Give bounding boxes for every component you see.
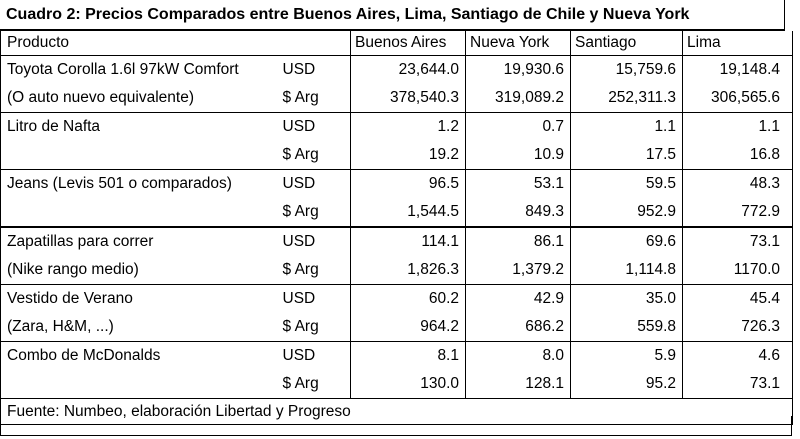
cell-nueva-york: 86.1 bbox=[465, 227, 571, 256]
cell-santiago: 1,114.8 bbox=[570, 256, 683, 285]
cell-nueva-york: 1,379.2 bbox=[465, 256, 571, 285]
cell-nueva-york: 10.9 bbox=[465, 141, 571, 170]
row-currency: USD bbox=[282, 290, 316, 307]
row-label: (O auto nuevo equivalente) bbox=[0, 84, 281, 113]
cell-buenos-aires: 8.1 bbox=[350, 341, 466, 370]
cell-lima: 16.8 bbox=[682, 141, 793, 170]
cell-lima: 772.9 bbox=[682, 198, 793, 228]
cell-buenos-aires: 19.2 bbox=[350, 141, 466, 170]
cell-lima: 4.6 bbox=[682, 341, 793, 370]
cell-santiago: 35.0 bbox=[570, 284, 683, 313]
cell-buenos-aires: 964.2 bbox=[350, 313, 466, 342]
row-currency: USD bbox=[282, 233, 316, 250]
row-label: Zapatillas para correr bbox=[0, 227, 281, 256]
table-row: $ Arg 1,544.5 849.3 952.9 772.9 bbox=[0, 198, 793, 228]
cell-lima: 306,565.6 bbox=[682, 84, 793, 113]
cell-santiago: 69.6 bbox=[570, 227, 683, 256]
cell-nueva-york: 19,930.6 bbox=[465, 55, 571, 84]
cell-nueva-york: 319,089.2 bbox=[465, 84, 571, 113]
row-label bbox=[0, 370, 281, 399]
cell-nueva-york: 53.1 bbox=[465, 169, 571, 198]
empty-row bbox=[0, 416, 792, 436]
cell-santiago: 1.1 bbox=[570, 112, 683, 141]
cell-lima: 1170.0 bbox=[682, 256, 793, 285]
cell-lima: 48.3 bbox=[682, 169, 793, 198]
cell-buenos-aires: 60.2 bbox=[350, 284, 466, 313]
cell-buenos-aires: 23,644.0 bbox=[350, 55, 466, 84]
cell-santiago: 95.2 bbox=[570, 370, 683, 399]
cell-buenos-aires: 1,544.5 bbox=[350, 198, 466, 228]
row-label bbox=[0, 198, 281, 228]
table-row: $ Arg 130.0 128.1 95.2 73.1 bbox=[0, 370, 793, 399]
row-currency: USD bbox=[282, 118, 316, 135]
table-row: (Zara, H&M, ...) $ Arg 964.2 686.2 559.8… bbox=[0, 313, 793, 342]
header-lima: Lima bbox=[682, 31, 793, 56]
cell-santiago: 5.9 bbox=[570, 341, 683, 370]
cell-santiago: 15,759.6 bbox=[570, 55, 683, 84]
table-row: Toyota Corolla 1.6l 97kW Comfort USD 23,… bbox=[0, 55, 793, 84]
row-label: Toyota Corolla 1.6l 97kW Comfort bbox=[0, 55, 281, 84]
cell-lima: 19,148.4 bbox=[682, 55, 793, 84]
table-row: (O auto nuevo equivalente) $ Arg 378,540… bbox=[0, 84, 793, 113]
table-row: Vestido de Verano USD 60.2 42.9 35.0 45.… bbox=[0, 284, 793, 313]
source-note: Fuente: Numbeo, elaboración Libertad y P… bbox=[0, 398, 793, 425]
table-row: (Nike rango medio) $ Arg 1,826.3 1,379.2… bbox=[0, 256, 793, 285]
cell-santiago: 252,311.3 bbox=[570, 84, 683, 113]
row-currency: $ Arg bbox=[280, 198, 351, 228]
cell-nueva-york: 686.2 bbox=[465, 313, 571, 342]
row-currency: $ Arg bbox=[280, 370, 351, 399]
row-label: (Zara, H&M, ...) bbox=[0, 313, 281, 342]
row-label: Jeans (Levis 501 o comparados) bbox=[0, 169, 281, 198]
table-row: Litro de Nafta USD 1.2 0.7 1.1 1.1 bbox=[0, 112, 793, 141]
footer-row: Fuente: Numbeo, elaboración Libertad y P… bbox=[0, 398, 793, 425]
header-nueva-york: Nueva York bbox=[465, 31, 571, 56]
header-row: Producto Buenos Aires Nueva York Santiag… bbox=[0, 31, 793, 56]
header-buenos-aires: Buenos Aires bbox=[350, 31, 466, 56]
row-currency: USD bbox=[282, 61, 316, 78]
cell-buenos-aires: 114.1 bbox=[350, 227, 466, 256]
row-label bbox=[0, 141, 281, 170]
table-row: Combo de McDonalds USD 8.1 8.0 5.9 4.6 bbox=[0, 341, 793, 370]
cell-buenos-aires: 130.0 bbox=[350, 370, 466, 399]
cell-buenos-aires: 378,540.3 bbox=[350, 84, 466, 113]
table-row: $ Arg 19.2 10.9 17.5 16.8 bbox=[0, 141, 793, 170]
cell-santiago: 59.5 bbox=[570, 169, 683, 198]
cell-buenos-aires: 1.2 bbox=[350, 112, 466, 141]
cell-nueva-york: 128.1 bbox=[465, 370, 571, 399]
cell-buenos-aires: 96.5 bbox=[350, 169, 466, 198]
row-currency: USD bbox=[282, 347, 316, 364]
row-currency: USD bbox=[282, 175, 316, 192]
row-label: Litro de Nafta bbox=[0, 112, 281, 141]
cell-lima: 1.1 bbox=[682, 112, 793, 141]
cell-santiago: 952.9 bbox=[570, 198, 683, 228]
row-currency: $ Arg bbox=[280, 313, 351, 342]
cell-lima: 45.4 bbox=[682, 284, 793, 313]
cell-nueva-york: 42.9 bbox=[465, 284, 571, 313]
table-row: Jeans (Levis 501 o comparados) USD 96.5 … bbox=[0, 169, 793, 198]
header-producto: Producto bbox=[0, 31, 281, 56]
cell-santiago: 559.8 bbox=[570, 313, 683, 342]
row-label: Combo de McDonalds bbox=[0, 341, 281, 370]
row-label: Vestido de Verano bbox=[0, 284, 281, 313]
header-currency bbox=[280, 31, 351, 56]
cell-lima: 73.1 bbox=[682, 227, 793, 256]
table-row: Zapatillas para correr USD 114.1 86.1 69… bbox=[0, 227, 793, 256]
title-edge bbox=[784, 0, 785, 31]
cell-nueva-york: 849.3 bbox=[465, 198, 571, 228]
row-currency: $ Arg bbox=[280, 141, 351, 170]
cell-lima: 726.3 bbox=[682, 313, 793, 342]
cell-nueva-york: 0.7 bbox=[465, 112, 571, 141]
cell-santiago: 17.5 bbox=[570, 141, 683, 170]
cell-nueva-york: 8.0 bbox=[465, 341, 571, 370]
row-label: (Nike rango medio) bbox=[0, 256, 281, 285]
row-currency: $ Arg bbox=[280, 256, 351, 285]
cell-lima: 73.1 bbox=[682, 370, 793, 399]
table-title: Cuadro 2: Precios Comparados entre Bueno… bbox=[0, 0, 784, 31]
data-table: Producto Buenos Aires Nueva York Santiag… bbox=[0, 31, 793, 425]
row-currency: $ Arg bbox=[280, 84, 351, 113]
header-santiago: Santiago bbox=[570, 31, 683, 56]
cell-buenos-aires: 1,826.3 bbox=[350, 256, 466, 285]
